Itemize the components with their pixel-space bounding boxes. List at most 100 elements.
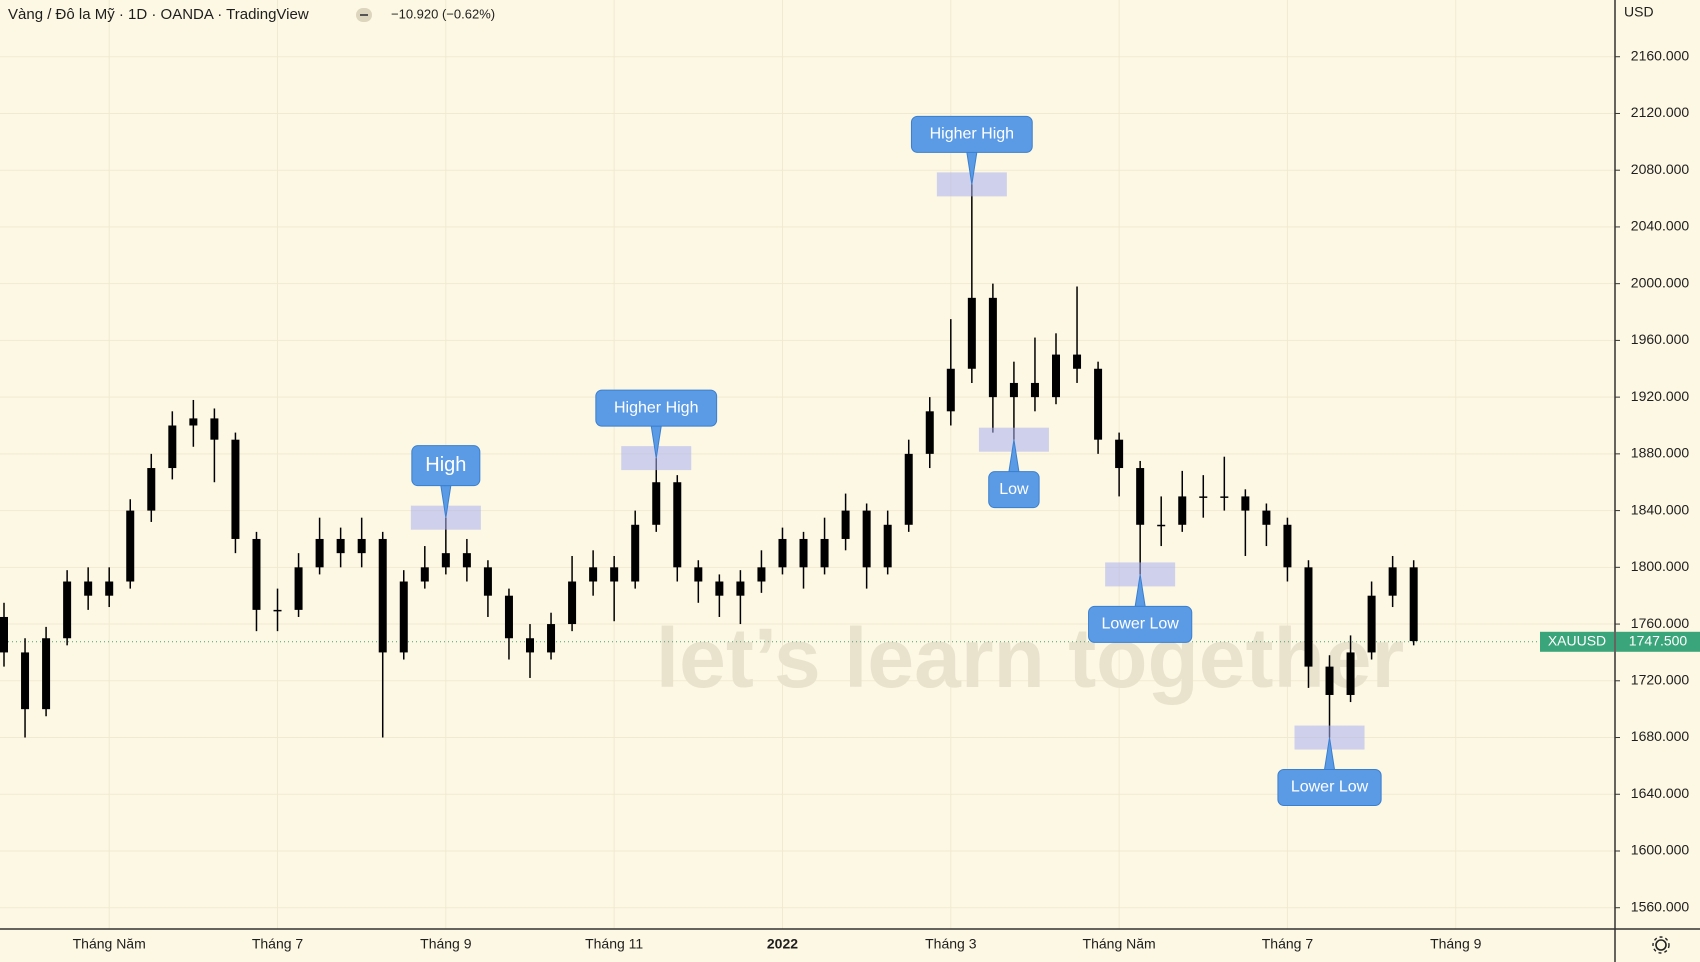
candle-body — [105, 581, 114, 596]
candle-body — [1094, 368, 1103, 440]
candle-body — [1157, 524, 1166, 527]
callout-label: Higher High — [930, 126, 1014, 143]
x-tick-label: Tháng 7 — [252, 936, 304, 952]
callout — [1088, 605, 1193, 643]
candle-body — [0, 616, 8, 653]
candle-body — [1115, 439, 1124, 469]
candle-body — [946, 368, 955, 412]
y-tick-label: 1760.000 — [1631, 615, 1690, 631]
candle-body — [273, 609, 282, 612]
candle-body — [1030, 382, 1039, 398]
candle-body — [673, 482, 682, 568]
candle-body — [147, 468, 156, 511]
candle-body — [904, 453, 913, 525]
candle-body — [1262, 510, 1271, 525]
callout-label: Low — [999, 481, 1029, 498]
candle-body — [631, 524, 640, 582]
candle-body — [1409, 567, 1418, 642]
candle-body — [883, 524, 892, 568]
candle-body — [378, 538, 387, 653]
candle-body — [925, 411, 934, 454]
candle-body — [547, 624, 556, 653]
candle-body — [231, 439, 240, 539]
price-tag-label: 1747.500 — [1629, 632, 1688, 648]
candle-body — [967, 297, 976, 369]
candle-body — [315, 538, 324, 568]
y-tick-label: 2000.000 — [1631, 274, 1690, 290]
candle-body — [504, 595, 513, 639]
y-tick-label: 2080.000 — [1631, 161, 1690, 177]
time-axis — [0, 929, 1700, 962]
grid — [0, 0, 1615, 929]
candle-body — [862, 510, 871, 568]
candle-body — [715, 581, 724, 596]
y-tick-label: 1640.000 — [1631, 785, 1690, 801]
gear-teeth — [1652, 936, 1670, 954]
y-tick-label: 2120.000 — [1631, 104, 1690, 120]
watermark: let’s learn together — [656, 611, 1404, 705]
currency[interactable]: USD — [1624, 4, 1654, 20]
candle-body — [988, 297, 997, 398]
candle-body — [1325, 666, 1334, 695]
candle-body — [1009, 382, 1018, 398]
annotations: High Higher High Higher High Low Lower Low Lo… — [410, 115, 1382, 807]
candle-body — [42, 638, 51, 710]
candle-body — [441, 553, 450, 568]
candle-body — [1346, 652, 1355, 695]
chart-title: Vàng / Đô la Mỹ · 1D · OANDA · TradingVi… — [8, 6, 309, 23]
gear — [1655, 939, 1667, 951]
x-tick-label: Tháng 9 — [1430, 936, 1482, 952]
candle-body — [1388, 567, 1397, 596]
price-axis — [1615, 0, 1700, 962]
x-tick-label: Tháng 7 — [1262, 936, 1314, 952]
y-tick-label: 1560.000 — [1631, 898, 1690, 914]
y-tick-label: 1880.000 — [1631, 445, 1690, 461]
y-tick-label: 1600.000 — [1631, 842, 1690, 858]
plot — [0, 184, 1418, 738]
candle-body — [399, 581, 408, 653]
callout — [411, 445, 481, 487]
candle-body — [1283, 524, 1292, 568]
callout — [910, 115, 1033, 153]
candle-body — [1178, 496, 1187, 525]
x-tick-label: Tháng Năm — [1083, 936, 1156, 952]
candle-body — [1220, 496, 1229, 498]
settings-icon[interactable] — [1652, 936, 1670, 954]
axis-labels: 1560.000 1600.000 1640.000 1680.000 1720.000… — [73, 47, 1700, 952]
y-tick-label: 1800.000 — [1631, 558, 1690, 574]
callout — [1277, 769, 1382, 807]
candle-body — [252, 538, 261, 610]
symbol-tag — [1540, 631, 1614, 652]
candle-body — [841, 510, 850, 539]
x-tick-label: Tháng 9 — [420, 936, 472, 952]
candle-body — [820, 538, 829, 568]
candle-body — [1073, 354, 1082, 369]
y-tick-label: 2160.000 — [1631, 47, 1690, 63]
candle-body — [1199, 496, 1208, 498]
candle-body — [778, 538, 787, 568]
candle-body — [568, 581, 577, 625]
candle-body — [168, 425, 177, 469]
candle-body — [420, 567, 429, 582]
callout-label: High — [425, 454, 466, 476]
candle-body — [210, 418, 219, 440]
candle-body — [799, 538, 808, 568]
candle-body — [526, 638, 534, 653]
candle-body — [462, 553, 471, 568]
candle-body — [694, 567, 703, 582]
x-tick-label: Tháng 3 — [925, 936, 977, 952]
x-tick-label: 2022 — [767, 936, 798, 952]
candle-body — [1304, 567, 1313, 667]
x-tick-label: Tháng Năm — [73, 936, 146, 952]
y-tick-label: 2040.000 — [1631, 218, 1690, 234]
y-tick-label: 1840.000 — [1631, 501, 1690, 517]
candle-body — [294, 567, 303, 610]
candle-body — [1052, 354, 1060, 398]
candle-body — [483, 567, 492, 596]
candle-body — [589, 567, 598, 582]
candle-body — [84, 581, 93, 596]
candle-body — [126, 510, 135, 582]
candle-body — [336, 538, 345, 554]
